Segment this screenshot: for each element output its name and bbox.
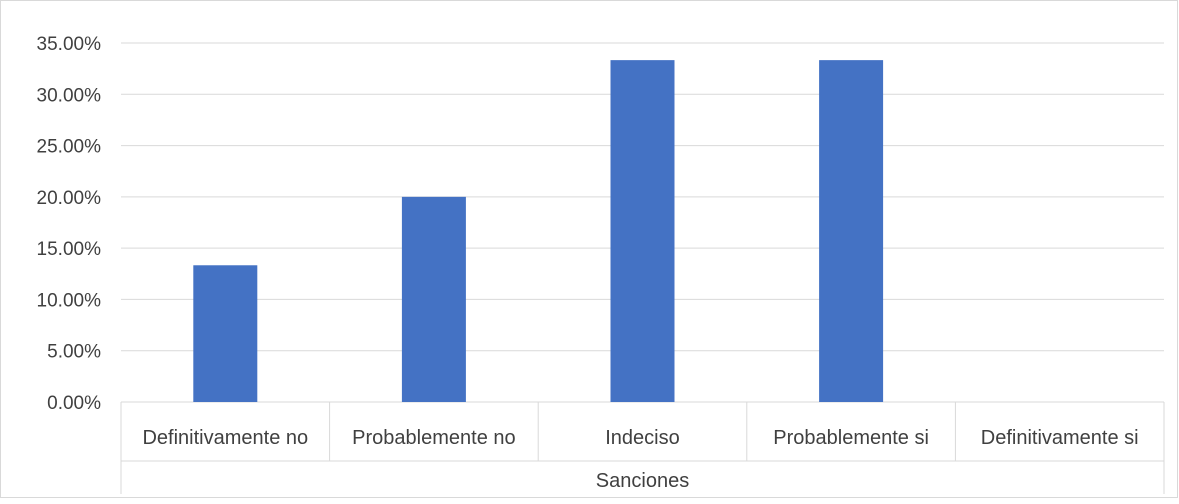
y-tick-label: 5.00% [47,342,101,363]
bar [401,196,466,402]
x-tick-label: Definitivamente no [142,427,308,449]
y-tick-label: 20.00% [37,188,102,209]
bar [819,60,884,403]
x-tick-label: Definitivamente si [981,427,1139,449]
bars [193,60,884,403]
y-tick-label: 0.00% [47,393,101,414]
x-tick-label: Probablemente no [352,427,515,449]
y-tick-label: 35.00% [37,34,102,55]
x-axis-ticks: Definitivamente no Probablemente no Indeci… [142,427,1138,449]
y-tick-label: 25.00% [37,137,102,158]
y-axis-ticks: 0.00% 5.00% 10.00% 15.00% 20.00% 25.00% 30.00%… [37,34,102,414]
y-tick-label: 15.00% [37,239,102,260]
y-tick-label: 30.00% [37,85,102,106]
x-axis-title: Sanciones [596,470,689,492]
bar [193,265,258,402]
bar [610,60,675,403]
category-axis-table [120,402,1165,494]
x-tick-label: Probablemente si [773,427,929,449]
y-tick-label: 10.00% [37,290,102,311]
x-tick-label: Indeciso [605,427,680,449]
